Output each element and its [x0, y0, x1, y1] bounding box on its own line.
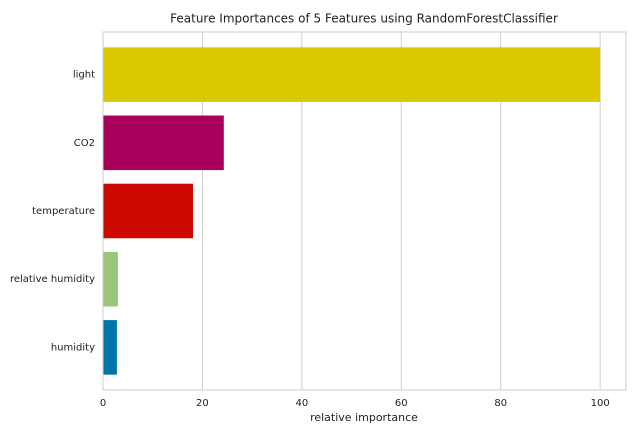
- x-axis-label: relative importance: [310, 411, 418, 424]
- x-tick-label: 80: [494, 398, 507, 409]
- bar: [103, 47, 601, 102]
- y-tick-label: light: [73, 70, 95, 81]
- bar: [103, 115, 224, 171]
- x-tick-label: 60: [395, 398, 408, 409]
- plot-frame: [102, 31, 627, 391]
- bar: [103, 183, 193, 239]
- x-tick-label: 0: [100, 398, 106, 409]
- x-tick-label: 40: [295, 398, 308, 409]
- bar: [103, 251, 118, 307]
- x-tick-label: 100: [591, 398, 610, 409]
- chart-title: Feature Importances of 5 Features using …: [170, 12, 558, 26]
- y-tick-label: CO2: [74, 138, 95, 149]
- bar: [103, 320, 117, 375]
- y-tick-label: humidity: [51, 342, 95, 353]
- y-tick-label: temperature: [32, 206, 95, 217]
- y-tick-label: relative humidity: [10, 274, 95, 285]
- x-tick-label: 20: [196, 398, 209, 409]
